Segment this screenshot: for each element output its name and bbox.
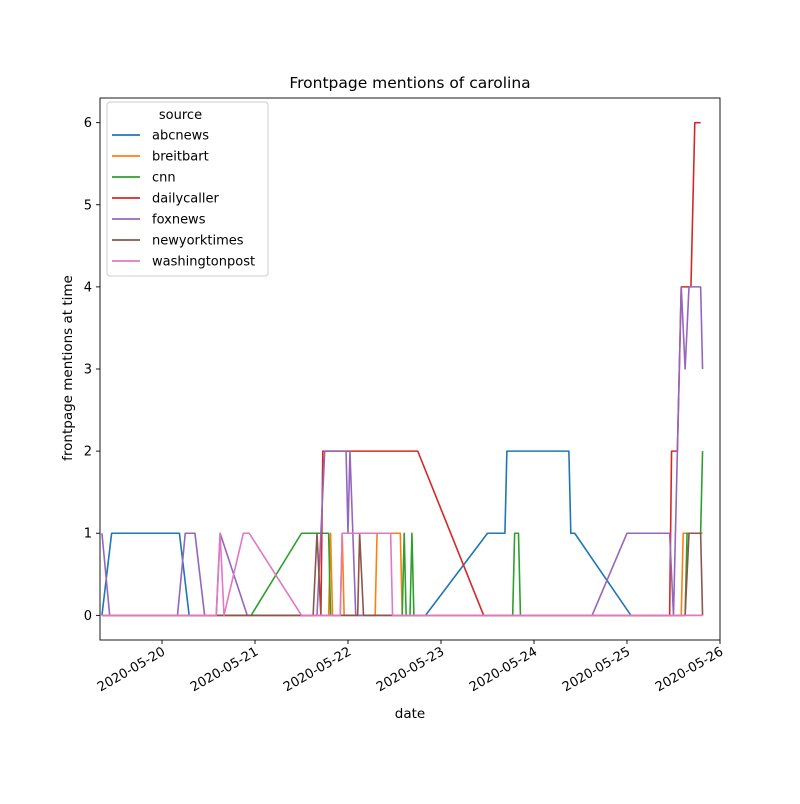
legend-label-washingtonpost: washingtonpost <box>152 255 255 270</box>
y-tick-label: 3 <box>84 363 92 378</box>
y-tick-label: 2 <box>84 445 92 460</box>
series-line-abcnews <box>101 450 703 617</box>
y-tick-label: 6 <box>84 116 92 131</box>
legend-label-newyorktimes: newyorktimes <box>152 234 244 249</box>
y-tick-label: 1 <box>84 527 92 542</box>
legend-label-foxnews: foxnews <box>152 213 206 228</box>
series-line-dailycaller <box>101 121 701 617</box>
legend-label-breitbart: breitbart <box>152 150 209 165</box>
legend-label-abcnews: abcnews <box>152 129 209 144</box>
y-tick-label: 5 <box>84 198 92 213</box>
y-axis-label: frontpage mentions at time <box>60 275 76 461</box>
x-axis-label: date <box>395 706 425 722</box>
legend: source abcnews breitbart cnn dailycaller foxn… <box>106 101 269 277</box>
legend-label-cnn: cnn <box>152 171 176 186</box>
legend-box <box>106 101 269 277</box>
legend-label-dailycaller: dailycaller <box>152 192 219 207</box>
series-line-foxnews <box>101 286 704 617</box>
series-lines <box>101 121 704 617</box>
legend-title: source <box>159 108 202 123</box>
y-tick-label: 4 <box>84 280 92 295</box>
chart-title: Frontpage mentions of carolina <box>289 74 530 92</box>
series-line-newyorktimes <box>101 532 704 617</box>
y-tick-label: 0 <box>84 609 92 624</box>
series-line-washingtonpost <box>101 532 703 617</box>
